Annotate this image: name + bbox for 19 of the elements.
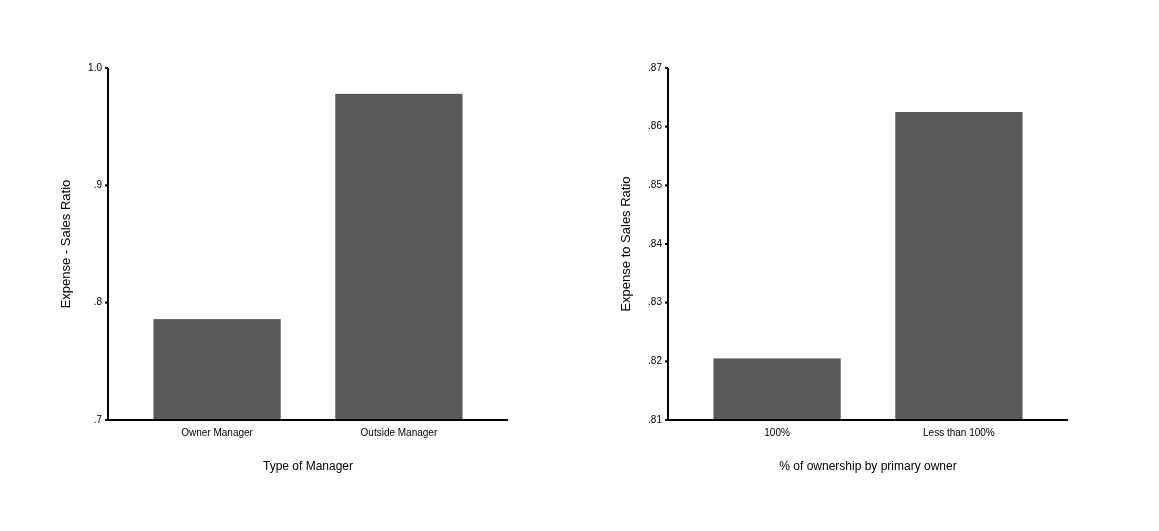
y-tick-label: .82: [648, 354, 663, 366]
y-axis-title: Expense - Sales Ratio: [58, 179, 73, 309]
x-tick-label: 100%: [764, 427, 790, 438]
x-axis-title: Type of Manager: [262, 459, 354, 473]
x-tick-label: Owner Manager: [181, 427, 254, 438]
y-tick-label: .84: [648, 237, 663, 249]
y-tick-label: .85: [648, 178, 663, 190]
y-tick-label: .83: [648, 296, 663, 308]
y-tick-label: .81: [648, 413, 663, 425]
y-tick-label: .8: [93, 296, 103, 308]
y-tick-label: .87: [648, 61, 663, 73]
y-tick-label: .86: [648, 120, 663, 132]
y-tick-label: .7: [93, 413, 103, 425]
x-tick-label: Outside Manager: [360, 427, 438, 438]
y-axis-title: Expense to Sales Ratio: [618, 176, 633, 312]
x-axis-title: % of ownership by primary owner: [779, 459, 957, 473]
y-tick-label: 1.0: [88, 61, 103, 73]
y-tick-label: .9: [93, 178, 103, 190]
x-tick-label: Less than 100%: [923, 427, 995, 438]
